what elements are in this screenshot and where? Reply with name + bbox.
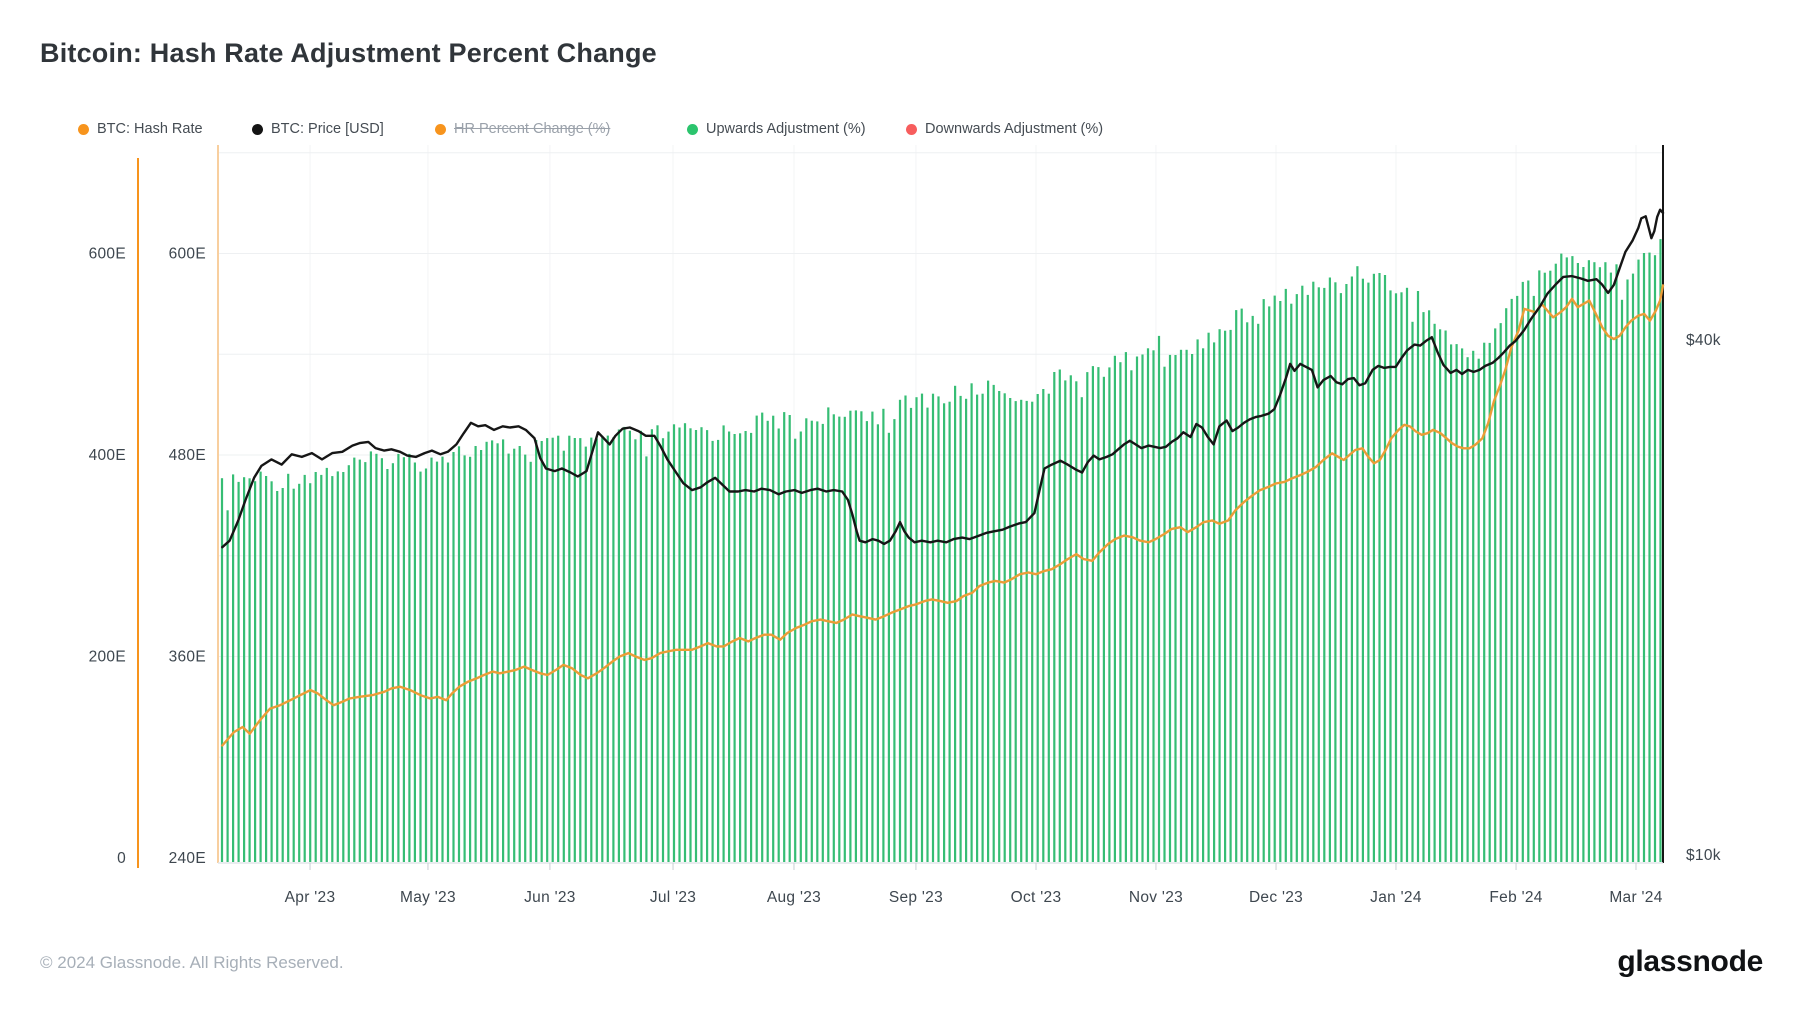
x-axis-tick-label: Jun '23 — [524, 889, 576, 906]
y-axis-outer-tick-label: 400E — [89, 447, 126, 464]
y-axis-right-tick-label: $10k — [1686, 847, 1721, 864]
legend-item-label: Downwards Adjustment (%) — [925, 121, 1104, 137]
x-axis-tick-label: Oct '23 — [1011, 889, 1062, 906]
legend-item-label: BTC: Price [USD] — [271, 121, 384, 137]
x-axis-tick-label: Jan '24 — [1370, 889, 1422, 906]
y-axis-inner-tick-label: 360E — [169, 648, 206, 665]
legend-color-dot-icon — [687, 123, 698, 135]
legend-item-hr-percent-change[interactable]: HR Percent Change (%) — [435, 121, 610, 137]
glassnode-logo: glassnode — [1617, 945, 1763, 978]
legend-item-upwards-adjustment[interactable]: Upwards Adjustment (%) — [687, 121, 866, 137]
legend-item-label: HR Percent Change (%) — [454, 121, 611, 137]
legend-item-btc-price-usd[interactable]: BTC: Price [USD] — [252, 121, 384, 137]
legend-color-dot-icon — [906, 123, 917, 135]
legend-color-dot-icon — [435, 123, 446, 135]
axis-lines — [137, 145, 1664, 870]
legend-item-label: Upwards Adjustment (%) — [706, 121, 866, 137]
y-axis-inner-tick-label: 240E — [169, 850, 206, 867]
copyright-text: © 2024 Glassnode. All Rights Reserved. — [40, 953, 344, 972]
x-axis-tick-label: Jul '23 — [650, 889, 696, 906]
x-axis-tick-label: Dec '23 — [1249, 889, 1303, 906]
x-axis-tick-label: Aug '23 — [767, 889, 821, 906]
y-axis-inner-tick-label: 480E — [169, 447, 206, 464]
y-axis-outer-tick-label: 200E — [89, 649, 126, 666]
legend-item-downwards-adjustment[interactable]: Downwards Adjustment (%) — [906, 121, 1103, 137]
x-axis-tick-label: Apr '23 — [285, 889, 336, 906]
y-axis-inner-tick-label: 600E — [169, 245, 206, 262]
upwards-adjustment-bars — [220, 239, 1662, 863]
axis-labels: 600E 400E 200E 0 600E 480E 360E 240E $40k $10k Apr… — [89, 245, 1721, 906]
x-axis-tick-label: Feb '24 — [1489, 889, 1542, 906]
x-axis-tick-label: May '23 — [400, 889, 456, 906]
x-axis-tick-label: Sep '23 — [889, 889, 943, 906]
x-axis-tick-label: Nov '23 — [1129, 889, 1183, 906]
legend-color-dot-icon — [252, 123, 263, 135]
x-axis-tick-label: Mar '24 — [1609, 889, 1662, 906]
legend-color-dot-icon — [78, 123, 89, 135]
price-line — [221, 208, 1665, 549]
legend-item-label: BTC: Hash Rate — [97, 121, 203, 137]
legend: BTC: Hash Rate BTC: Price [USD] HR Percent… — [0, 121, 1800, 141]
page-title: Bitcoin: Hash Rate Adjustment Percent Ch… — [40, 38, 657, 68]
y-axis-outer-tick-label: 0 — [117, 850, 126, 867]
y-axis-right-tick-label: $40k — [1686, 332, 1721, 349]
legend-item-btc-hash-rate[interactable]: BTC: Hash Rate — [78, 121, 203, 137]
hash-rate-line — [221, 284, 1665, 747]
y-axis-outer-tick-label: 600E — [89, 246, 126, 263]
